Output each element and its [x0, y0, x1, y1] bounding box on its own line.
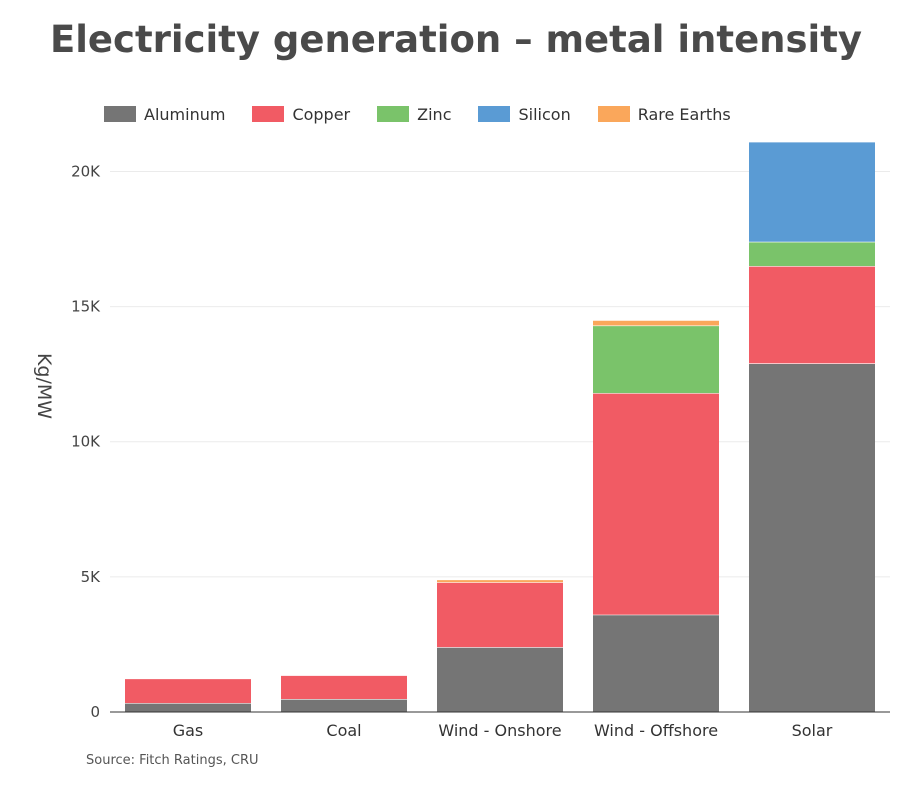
legend-item-rare-earths: Rare Earths — [597, 104, 731, 124]
bar-segment — [593, 393, 719, 615]
legend-label-silicon: Silicon — [518, 104, 571, 124]
legend-label-zinc: Zinc — [417, 104, 452, 124]
chart-legend: Aluminum Copper Zinc Silicon Rare Earths — [104, 104, 758, 124]
bar-segment — [749, 141, 875, 242]
legend-swatch-aluminum — [104, 106, 136, 122]
x-tick-label: Solar — [792, 721, 833, 740]
bar-segment — [281, 675, 407, 700]
bar-segment — [437, 582, 563, 648]
legend-swatch-copper — [252, 106, 285, 122]
bar-segment — [281, 699, 407, 712]
legend-label-copper: Copper — [292, 104, 351, 124]
bar-segment — [437, 647, 563, 712]
legend-swatch-rare-earths — [597, 106, 630, 122]
legend-item-silicon: Silicon — [478, 104, 571, 124]
legend-item-aluminum: Aluminum — [104, 105, 225, 124]
y-tick-label: 0 — [90, 703, 100, 721]
bar-segment — [593, 614, 719, 712]
bar-segment — [593, 320, 719, 326]
legend-label-aluminum: Aluminum — [144, 104, 226, 124]
chart-title: Electricity generation – metal intensity — [49, 18, 863, 61]
bar-segment — [125, 678, 251, 704]
x-tick-label: Gas — [173, 721, 204, 740]
bar-segment — [125, 703, 251, 712]
y-tick-label: 20K — [71, 162, 101, 180]
legend-swatch-silicon — [478, 106, 511, 122]
x-tick-label: Wind - Onshore — [438, 721, 561, 740]
x-tick-label: Coal — [326, 721, 361, 740]
y-tick-label: 15K — [71, 298, 101, 316]
bar-segment — [749, 363, 875, 712]
x-tick-label: Wind - Offshore — [594, 721, 718, 740]
y-tick-label: 5K — [81, 568, 102, 586]
legend-item-copper: Copper — [252, 105, 350, 124]
source-note: Source: Fitch Ratings, CRU — [86, 753, 259, 768]
y-tick-label: 10K — [71, 433, 101, 451]
bar-segment — [593, 325, 719, 394]
legend-label-rare-earths: Rare Earths — [637, 104, 731, 124]
bar-segment — [749, 266, 875, 364]
legend-item-zinc: Zinc — [377, 105, 451, 124]
legend-swatch-zinc — [377, 106, 410, 122]
y-axis-label: Kg/MW — [33, 353, 55, 419]
bar-segment — [749, 241, 875, 267]
bar-segment — [437, 579, 563, 583]
